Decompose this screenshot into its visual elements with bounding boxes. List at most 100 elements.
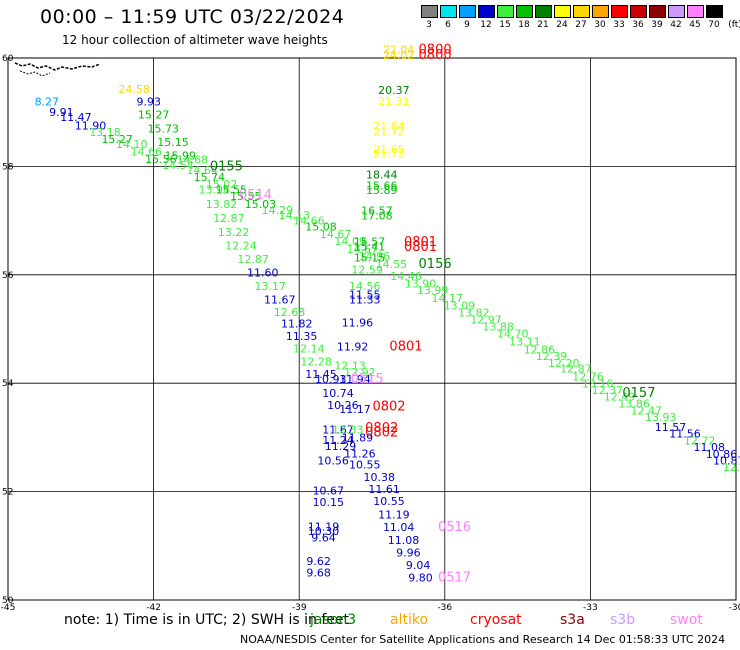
legend-level-label: 15 xyxy=(499,20,511,30)
wave-height-label: 14.66 xyxy=(131,146,163,159)
wave-height-label: 13.16 xyxy=(582,378,614,391)
wave-height-label: 21.64 xyxy=(373,120,405,133)
wave-height-label: 11.17 xyxy=(339,403,371,416)
satellite-legend-item: jason3 xyxy=(310,612,357,628)
legend-swatch xyxy=(687,5,704,18)
wave-height-label: 9.96 xyxy=(396,547,421,560)
wave-height-label: 13.94 xyxy=(199,184,231,197)
legend-unit: (ft) xyxy=(728,20,740,30)
wave-height-label: 15.27 xyxy=(138,109,170,122)
legend-level-label: 42 xyxy=(670,20,682,30)
wave-height-label: 15.57 xyxy=(354,236,386,249)
pass-time-label: 0515 xyxy=(351,372,384,387)
pass-time-label: 0801 xyxy=(404,240,437,255)
wave-height-label: 24.58 xyxy=(118,83,150,96)
wave-height-label: 11.19 xyxy=(378,509,410,522)
legend-swatch xyxy=(573,5,590,18)
wave-height-label: 14.13 xyxy=(279,209,311,222)
wave-height-label: 14.64 xyxy=(186,164,218,177)
pass-time-label: 0514 xyxy=(239,188,272,203)
pass-time-label: 0155 xyxy=(210,160,243,175)
wave-height-label: 12.13 xyxy=(334,360,366,373)
wave-height-label: 10.56 xyxy=(317,455,349,468)
wave-height-label: 10.67 xyxy=(313,484,345,497)
wave-height-label: 9.91 xyxy=(49,106,74,119)
wave-height-label: 9.80 xyxy=(408,572,433,585)
wave-height-label: 11.33 xyxy=(349,294,381,307)
pass-time-label: 0801 xyxy=(404,235,437,250)
wave-height-label: 8.27 xyxy=(35,96,60,109)
wave-height-label: 11.89 xyxy=(342,432,374,445)
wave-height-label: 24.02 xyxy=(383,49,415,62)
wave-height-label: 11.55 xyxy=(349,289,381,302)
wave-height-label: 15.15 xyxy=(157,136,189,149)
footnote: note: 1) Time is in UTC; 2) SWH is in fe… xyxy=(64,612,350,628)
wave-height-label: 9.04 xyxy=(406,559,431,572)
y-tick-label: 54 xyxy=(2,379,14,389)
legend-swatch xyxy=(516,5,533,18)
wave-height-label: 14.29 xyxy=(262,204,294,217)
wave-height-label: 22.04 xyxy=(383,44,415,57)
wave-height-label: 13.82 xyxy=(458,307,490,320)
wave-height-label: 10.38 xyxy=(364,471,396,484)
wave-height-label: 14.96 xyxy=(359,250,391,263)
wave-height-label: 12.37 xyxy=(592,384,624,397)
wave-height-label: 14.55 xyxy=(376,258,408,271)
wave-height-label: 21.72 xyxy=(373,148,405,161)
wave-height-label: 9.62 xyxy=(306,555,331,568)
y-tick-label: 60 xyxy=(2,54,14,64)
wave-height-label: 10.26 xyxy=(327,399,359,412)
wave-height-label: 15.02 xyxy=(206,178,238,191)
wave-height-label: 13.11 xyxy=(509,335,541,348)
legend-level-label: 3 xyxy=(426,20,432,30)
wave-height-label: 15.89 xyxy=(366,184,398,197)
wave-height-label: 12.59 xyxy=(351,264,383,277)
legend-level-label: 45 xyxy=(689,20,701,30)
wave-height-label: 11.08 xyxy=(694,441,726,454)
y-tick-label: 52 xyxy=(2,488,13,498)
y-tick-label: 56 xyxy=(2,271,14,281)
wave-height-label: 11.96 xyxy=(342,316,374,329)
wave-height-label: 12.28 xyxy=(300,355,332,368)
legend-swatch xyxy=(535,5,552,18)
wave-height-label: 11.57 xyxy=(655,421,687,434)
pass-time-label: 0157 xyxy=(622,386,655,401)
legend-level-label: 24 xyxy=(556,20,568,30)
wave-height-label: 11.82 xyxy=(281,317,313,330)
wave-height-label: 12.76 xyxy=(572,370,604,383)
wave-height-label: 9.64 xyxy=(311,531,336,544)
wave-height-label: 12.54 xyxy=(723,461,740,474)
wave-height-label: 15.55 xyxy=(230,190,262,203)
wave-height-label: 15.73 xyxy=(148,122,180,135)
wave-height-label: 15.08 xyxy=(305,220,337,233)
wave-height-label: 11.94 xyxy=(339,373,371,386)
y-tick-label: 58 xyxy=(2,162,14,172)
wave-height-label: 10.55 xyxy=(373,495,405,508)
wave-height-label: 12.87 xyxy=(237,253,269,266)
map-grid xyxy=(7,57,737,601)
wave-height-label: 15.56 xyxy=(145,153,177,166)
wave-height-label: 12.14 xyxy=(293,342,325,355)
wave-height-label: 11.29 xyxy=(325,440,357,453)
x-tick-label: -33 xyxy=(583,603,598,613)
wave-height-label: 12.68 xyxy=(274,306,306,319)
wave-height-label: 11.61 xyxy=(368,483,400,496)
wave-height-label: 13.93 xyxy=(645,411,677,424)
map-subtitle: 12 hour collection of altimeter wave hei… xyxy=(62,33,328,47)
pass-time-label: 0800 xyxy=(419,43,452,58)
satellite-legend-item: swot xyxy=(670,612,703,628)
wave-height-label: 12.49 xyxy=(604,391,636,404)
wave-height-label: 10.86 xyxy=(706,448,738,461)
wave-height-label: 11.67 xyxy=(322,424,354,437)
wave-height-label: 14.09 xyxy=(334,235,366,248)
pass-time-label: 0517 xyxy=(438,571,471,586)
wave-height-label: 11.19 xyxy=(308,521,340,534)
wave-height-label: 11.92 xyxy=(337,341,369,354)
legend-level-label: 12 xyxy=(480,20,492,30)
wave-height-label: 14.10 xyxy=(116,138,148,151)
map-title: 00:00 – 11:59 UTC 03/22/2024 xyxy=(40,6,345,28)
greenland-coastline xyxy=(19,70,51,77)
wave-height-label: 10.30 xyxy=(308,525,340,538)
wave-height-label: 11.90 xyxy=(75,120,107,133)
wave-height-label: 15.15 xyxy=(354,251,386,264)
